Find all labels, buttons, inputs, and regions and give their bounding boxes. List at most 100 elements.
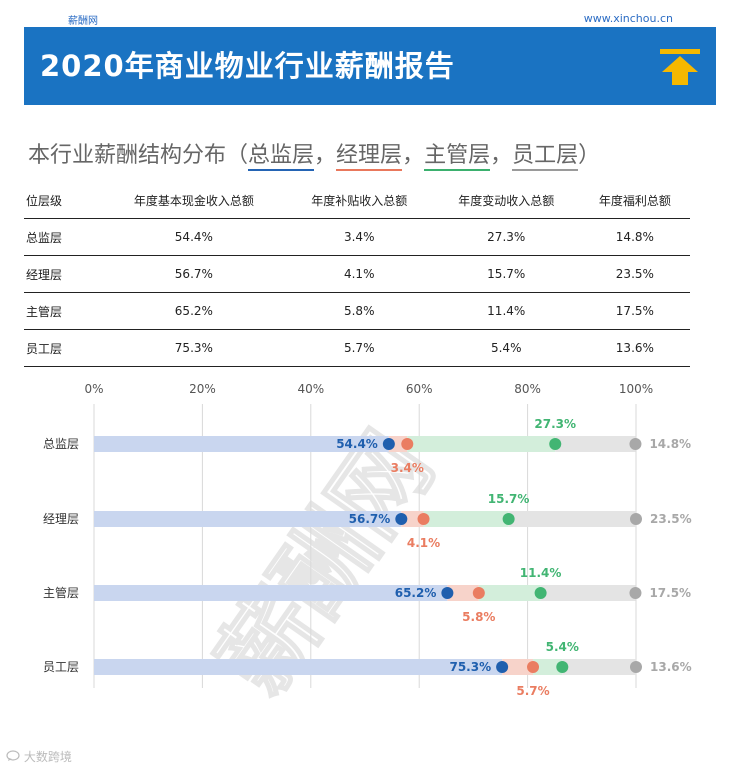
bar-segment-allowance: [401, 511, 424, 527]
table-cell: 27.3%: [487, 230, 526, 244]
table-header-cell: 位层级: [26, 193, 63, 208]
chat-bubble-icon: [6, 750, 20, 761]
dot-welfare: [629, 438, 642, 450]
salary-structure-table: 位层级 年度基本现金收入总额 年度补贴收入总额 年度变动收入总额 年度福利总额 …: [24, 182, 690, 367]
y-category-label: 经理层: [43, 512, 79, 526]
bar-segment-welfare: [540, 585, 636, 601]
table-cell: 56.7%: [174, 267, 213, 281]
table-cell: 11.4%: [487, 304, 526, 318]
footer-watermark: 大数跨境: [6, 748, 72, 765]
data-label-variable: 11.4%: [520, 566, 562, 580]
table-cell: 13.6%: [615, 341, 654, 355]
table-cell: 54.4%: [174, 230, 213, 244]
x-tick-label: 20%: [189, 382, 216, 396]
dot-allowance: [417, 513, 430, 525]
data-label-welfare: 14.8%: [649, 437, 691, 451]
data-label-variable: 5.4%: [546, 640, 579, 654]
table-cell: 17.5%: [615, 304, 654, 318]
bar-segment-welfare: [562, 659, 636, 675]
x-tick-label: 0%: [84, 382, 103, 396]
table-cell: 员工层: [26, 341, 63, 356]
data-label-allowance: 4.1%: [407, 536, 440, 550]
bar-segment-variable: [478, 585, 541, 601]
dot-allowance: [401, 438, 414, 450]
table-cell: 总监层: [26, 230, 63, 245]
data-label-allowance: 5.7%: [516, 684, 549, 698]
dot-base: [496, 661, 509, 673]
table-header-cell: 年度补贴收入总额: [311, 193, 408, 208]
dot-variable: [534, 587, 547, 599]
up-arrow-icon[interactable]: [658, 47, 702, 87]
dot-base: [441, 587, 454, 599]
subtitle-prefix: 本行业薪酬结构分布（: [28, 143, 249, 168]
table-cell: 5.4%: [490, 341, 522, 355]
bar-segment-allowance: [447, 585, 479, 601]
data-label-welfare: 17.5%: [649, 586, 691, 600]
x-tick-label: 60%: [406, 382, 433, 396]
table-cell: 65.2%: [174, 304, 213, 318]
dot-welfare: [630, 661, 642, 673]
site-name: 薪酬网: [68, 16, 98, 27]
data-label-welfare: 23.5%: [650, 512, 692, 526]
table-row: 员工层 75.3% 5.7% 5.4% 13.6%: [24, 330, 690, 367]
y-category-label: 员工层: [43, 660, 79, 674]
table-header-cell: 年度基本现金收入总额: [133, 193, 254, 208]
bar-segment-allowance: [502, 659, 534, 675]
dot-allowance: [527, 661, 540, 673]
x-tick-label: 80%: [514, 382, 541, 396]
dot-variable: [549, 438, 562, 450]
table-row: 总监层 54.4% 3.4% 27.3% 14.8%: [24, 219, 690, 256]
table-header-row: 位层级 年度基本现金收入总额 年度补贴收入总额 年度变动收入总额 年度福利总额: [24, 182, 690, 219]
y-category-label: 总监层: [43, 437, 79, 451]
bar-segment-base: [94, 659, 503, 675]
section-subtitle: 本行业薪酬结构分布（总监层，经理层，主管层，员工层）: [28, 137, 601, 171]
dot-variable: [502, 513, 515, 525]
dot-base: [395, 513, 408, 525]
subtitle-item-executive: 总监层: [248, 143, 315, 171]
bar-segment-variable: [533, 659, 563, 675]
x-tick-label: 40%: [297, 382, 324, 396]
bar-segment-welfare: [508, 511, 636, 527]
table-cell: 5.8%: [343, 304, 375, 318]
data-label-base: 65.2%: [395, 586, 437, 600]
table-cell: 75.3%: [174, 341, 213, 355]
data-label-variable: 15.7%: [488, 492, 530, 506]
dot-welfare: [629, 587, 642, 599]
dot-allowance: [472, 587, 485, 599]
data-label-base: 56.7%: [349, 512, 391, 526]
table-cell: 14.8%: [615, 230, 654, 244]
y-category-label: 主管层: [43, 585, 79, 600]
subtitle-item-supervisor: 主管层: [424, 143, 491, 171]
bar-segment-variable: [423, 511, 509, 527]
table-cell: 3.4%: [343, 230, 375, 244]
page-title: 2020年商业物业行业薪酬报告: [40, 49, 455, 83]
data-label-allowance: 3.4%: [391, 461, 424, 475]
bar-segment-base: [94, 511, 402, 527]
data-label-base: 75.3%: [449, 660, 491, 674]
subtitle-suffix: ）: [578, 143, 601, 168]
bar-segment-base: [94, 585, 448, 601]
table-row: 经理层 56.7% 4.1% 15.7% 23.5%: [24, 256, 690, 293]
subtitle-separator: ，: [314, 143, 337, 168]
dot-welfare: [630, 513, 642, 525]
site-url[interactable]: www.xinchou.cn: [583, 12, 673, 25]
table-header-cell: 年度变动收入总额: [458, 193, 555, 208]
subtitle-separator: ，: [490, 143, 513, 168]
footer-text: 大数跨境: [23, 750, 72, 764]
table-row: 主管层 65.2% 5.8% 11.4% 17.5%: [24, 293, 690, 330]
table-cell: 主管层: [26, 304, 63, 319]
table-cell: 15.7%: [487, 267, 526, 281]
bar-segment-allowance: [388, 436, 408, 452]
subtitle-item-manager: 经理层: [336, 143, 403, 171]
bar-segment-base: [94, 436, 389, 452]
table-cell: 5.7%: [343, 341, 375, 355]
bar-segment-variable: [407, 436, 556, 452]
table-cell: 4.1%: [343, 267, 375, 281]
x-tick-label: 100%: [619, 382, 653, 396]
data-label-welfare: 13.6%: [650, 660, 692, 674]
table-header-cell: 年度福利总额: [598, 193, 671, 208]
data-label-allowance: 5.8%: [462, 610, 495, 624]
subtitle-item-employee: 员工层: [512, 143, 579, 171]
dot-base: [382, 438, 395, 450]
